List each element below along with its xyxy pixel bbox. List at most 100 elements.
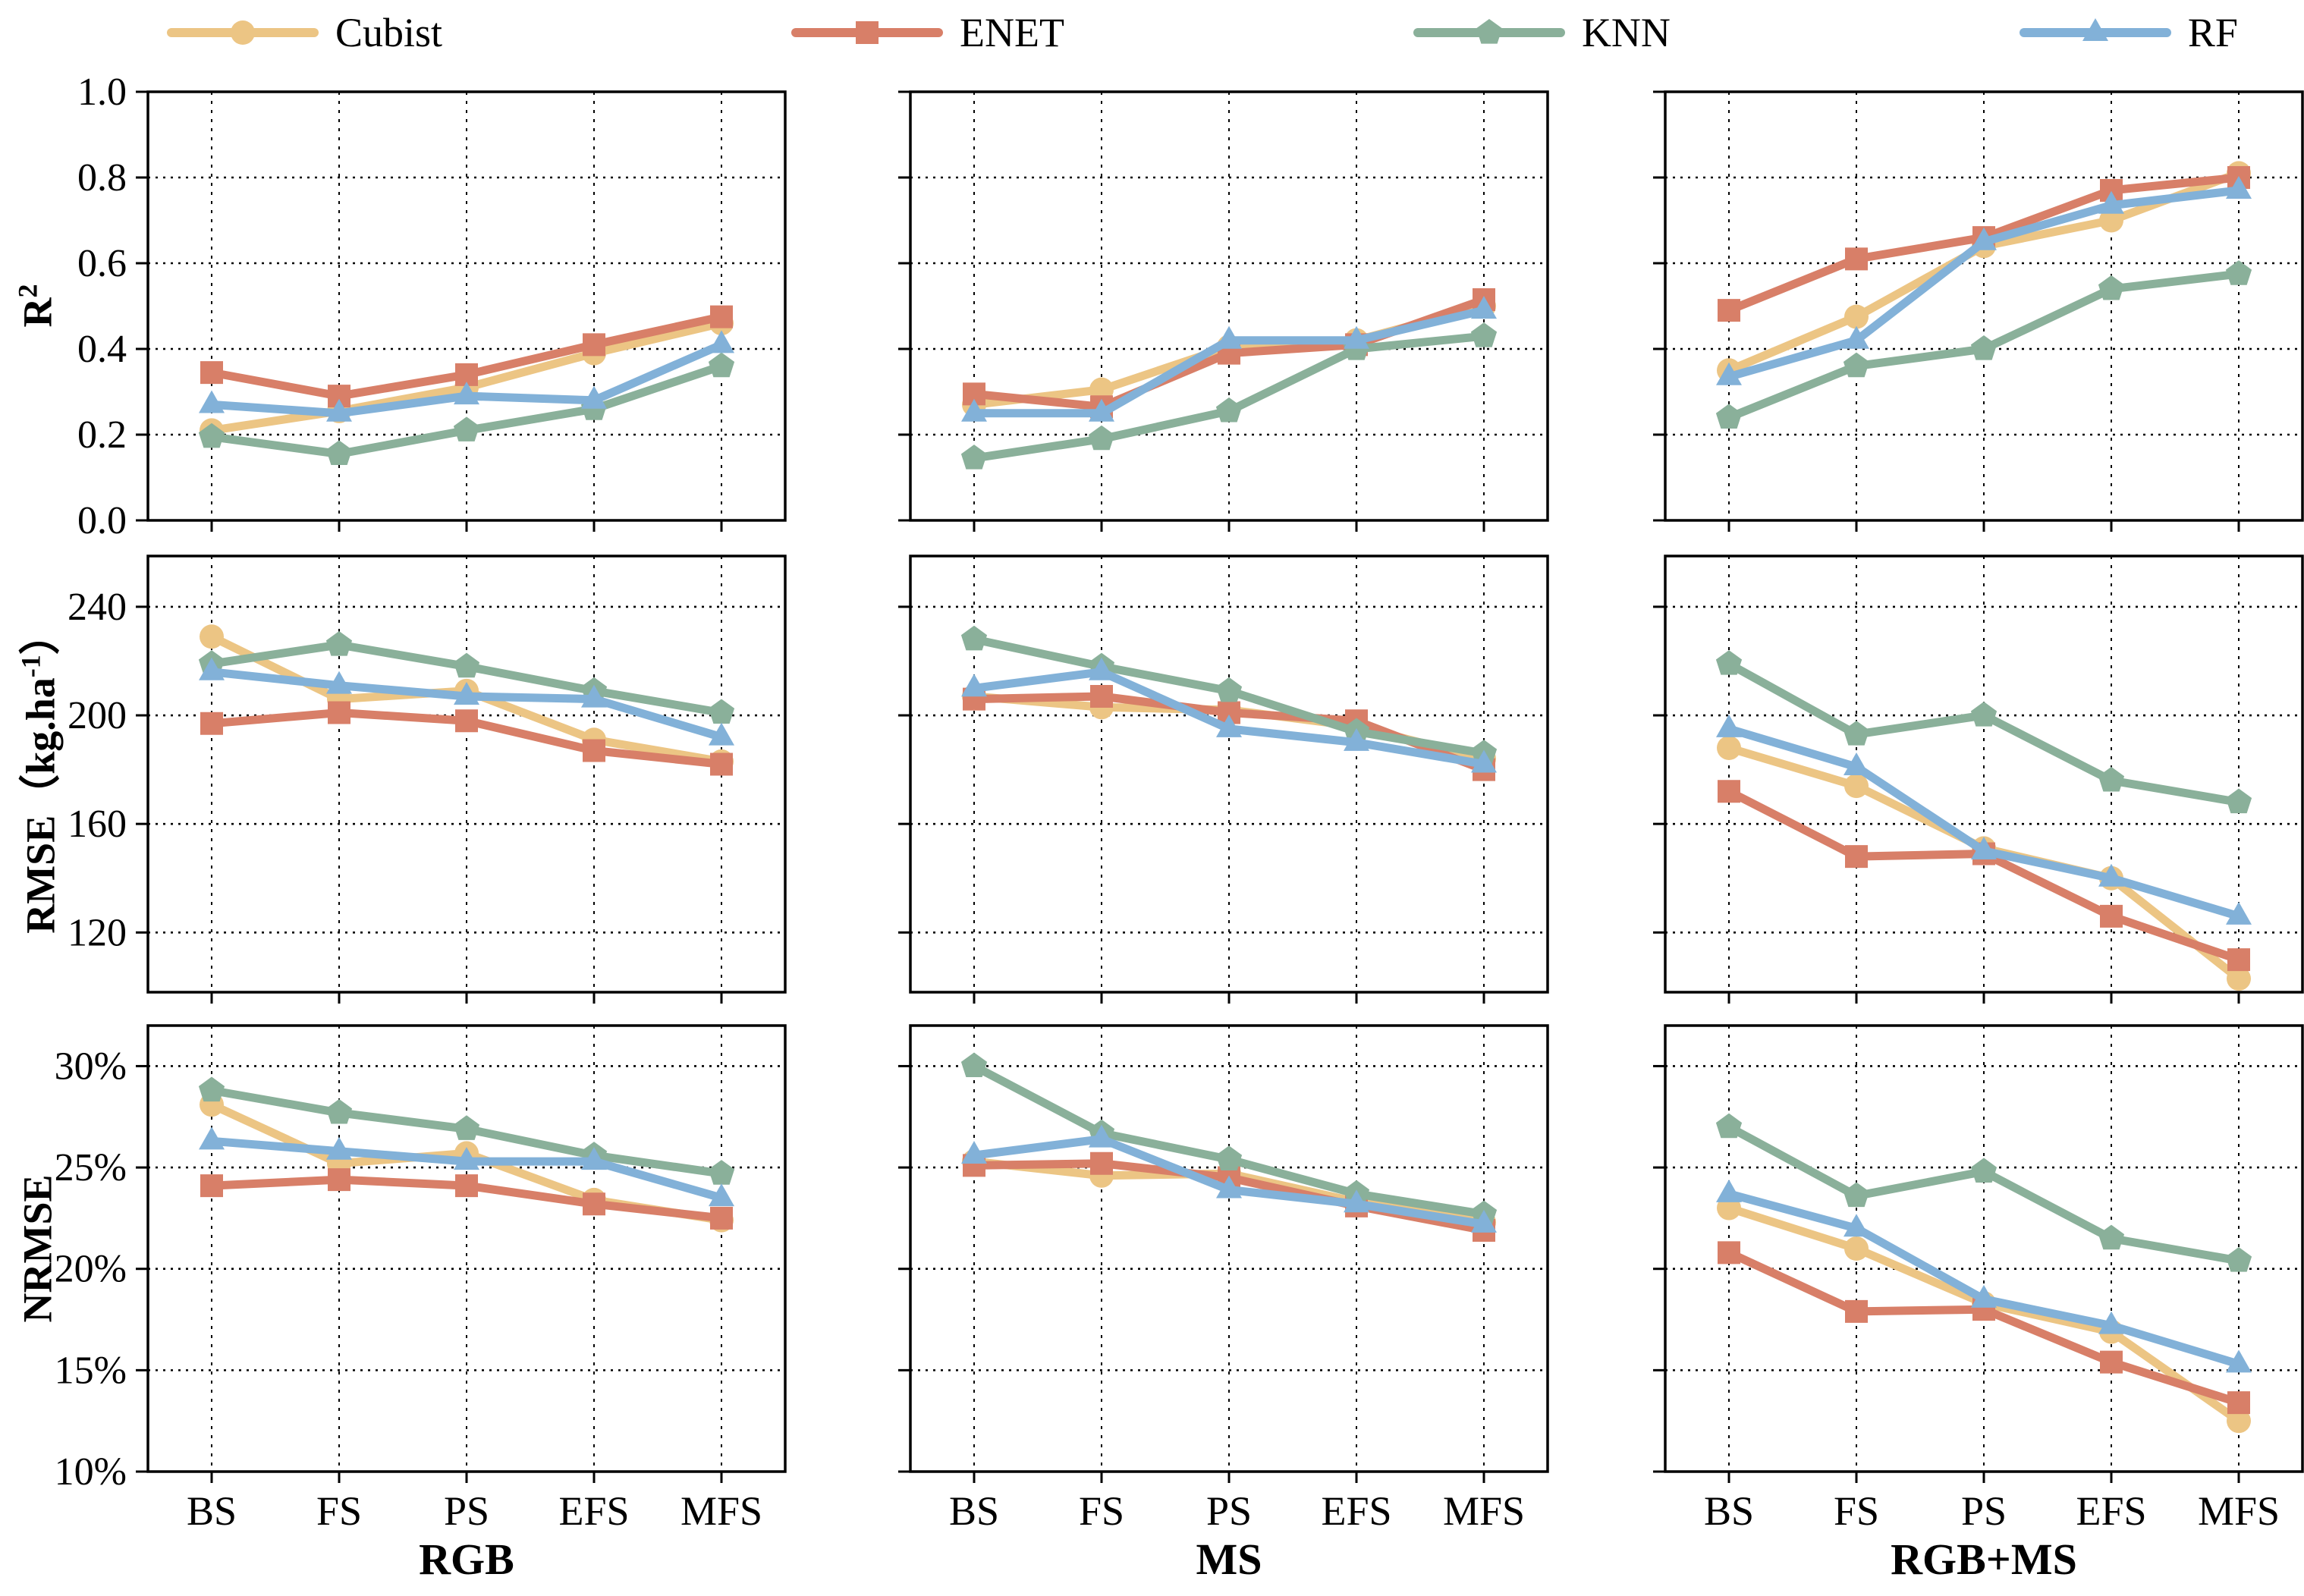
data-point-marker: [581, 385, 607, 409]
data-point-marker: [328, 701, 350, 724]
data-point-marker: [1970, 1158, 1998, 1183]
data-point-marker: [199, 1126, 225, 1150]
x-tick-label: EFS: [558, 1488, 629, 1534]
data-point-marker: [1971, 836, 1997, 859]
gridlines: [910, 1026, 1548, 1472]
data-point-marker: [200, 624, 224, 649]
plot-border: [1664, 1024, 2304, 1473]
data-point-marker: [2227, 948, 2250, 972]
y-tick-label: 0.2: [77, 413, 127, 457]
x-tick-label: EFS: [1321, 1488, 1391, 1534]
data-point-marker: [961, 1141, 987, 1164]
data-point-marker: [961, 398, 987, 422]
axis-ticks: [898, 605, 1485, 1004]
data-point-marker: [200, 1174, 223, 1198]
data-point-marker: [1843, 1182, 1870, 1208]
data-point-marker: [961, 674, 987, 697]
x-tick-label: FS: [1079, 1488, 1124, 1534]
data-point-marker: [199, 390, 225, 413]
legend-label: ENET: [960, 10, 1064, 55]
data-point-marker: [1471, 296, 1497, 319]
legend-item-cubist: Cubist: [167, 11, 442, 54]
gridlines: [1665, 1026, 2302, 1472]
data-point-marker: [709, 722, 734, 746]
axis-ticks: 1.0 0.8 0.6 0.4 0.2 0.0: [77, 71, 723, 542]
data-point-marker: [1716, 1179, 1742, 1202]
axis-ticks: 30% 25% 20% 15% 10% BS FS PS EFS MFS: [55, 1045, 762, 1534]
plot-border: [909, 90, 1549, 522]
data-point-marker: [200, 712, 223, 735]
data-point-marker: [2226, 901, 2252, 925]
legend-item-rf: RF: [2019, 11, 2238, 54]
data-point-marker: [709, 1183, 734, 1207]
chart-r2-rgbms: [1653, 90, 2304, 532]
data-point-marker: [328, 1168, 350, 1192]
data-point-marker: [2100, 904, 2123, 928]
data-point-marker: [1715, 1113, 1743, 1139]
x-tick-label: MFS: [1443, 1488, 1525, 1534]
data-point-marker: [583, 333, 605, 357]
data-point-marker: [1470, 322, 1498, 347]
gridlines: [148, 556, 785, 992]
x-tick-label: PS: [1206, 1488, 1252, 1534]
data-point-marker: [1476, 19, 1503, 44]
data-point-marker: [709, 330, 734, 353]
legend-marker-circle-icon: [167, 20, 319, 45]
y-tick-label: 120: [68, 911, 127, 954]
gridlines: [1665, 92, 2302, 520]
data-point-marker: [326, 671, 352, 694]
x-tick-label: MFS: [2198, 1488, 2280, 1534]
data-point-marker: [1718, 299, 1740, 322]
data-point-marker: [1845, 247, 1868, 271]
data-point-marker: [1844, 325, 1869, 349]
legend-marker-pentagon-icon: [1413, 19, 1565, 44]
chart-nrmse-ms: BS FS PS EFS MFS: [898, 1024, 1549, 1534]
data-point-marker: [1090, 1151, 1113, 1175]
data-point-marker: [2227, 1409, 2251, 1434]
data-point-marker: [708, 1160, 735, 1185]
series-KNN: [1715, 260, 2252, 429]
data-point-marker: [710, 1206, 733, 1230]
data-point-marker: [960, 625, 988, 651]
data-point-marker: [2098, 275, 2125, 300]
legend-label: Cubist: [335, 10, 443, 55]
data-point-marker: [1844, 752, 1869, 776]
data-point-marker: [1843, 352, 1870, 378]
data-point-marker: [1344, 1189, 1369, 1213]
data-point-marker: [1716, 714, 1742, 737]
x-tick-label: PS: [1961, 1488, 2007, 1534]
data-point-marker: [2099, 208, 2123, 233]
axis-ticks: [1653, 605, 2240, 1004]
y-tick-label: 25%: [55, 1146, 127, 1189]
data-point-marker: [960, 445, 988, 470]
x-tick-label: MFS: [681, 1488, 762, 1534]
data-point-marker: [1215, 677, 1243, 702]
plot-border: [909, 1024, 1549, 1473]
series-RF: [199, 657, 734, 746]
data-point-marker: [200, 361, 223, 385]
data-point-marker: [2225, 260, 2252, 285]
y-tick-label: 160: [68, 803, 127, 846]
data-point-marker: [1344, 727, 1369, 751]
y-tick-label: 20%: [55, 1248, 127, 1291]
legend-item-knn: KNN: [1413, 11, 1671, 54]
y-axis-title-r2: R2: [12, 284, 61, 328]
plot-border: [146, 90, 787, 522]
axis-ticks: 240 200 160 120: [68, 586, 723, 1004]
data-point-marker: [326, 1136, 352, 1160]
data-point-marker: [583, 739, 605, 762]
chart-nrmse-rgb: 30% 25% 20% 15% 10% BS FS PS EFS MFS: [55, 1024, 787, 1534]
col-title-ms: MS: [1196, 1535, 1262, 1584]
series-ENET: [200, 701, 733, 776]
plot-border: [1664, 555, 2304, 994]
data-point-marker: [1843, 721, 1870, 746]
data-point-marker: [1089, 1124, 1114, 1148]
x-tick-label: BS: [949, 1488, 999, 1534]
legend-marker-square-icon: [791, 21, 944, 44]
data-point-marker: [1218, 701, 1240, 724]
axis-ticks: BS FS PS EFS MFS: [898, 1064, 1525, 1534]
x-tick-label: FS: [316, 1488, 362, 1534]
series-RF: [199, 330, 734, 422]
data-point-marker: [2100, 1350, 2123, 1374]
chart-r2-rgb: 1.0 0.8 0.6 0.4 0.2 0.0: [77, 71, 787, 542]
